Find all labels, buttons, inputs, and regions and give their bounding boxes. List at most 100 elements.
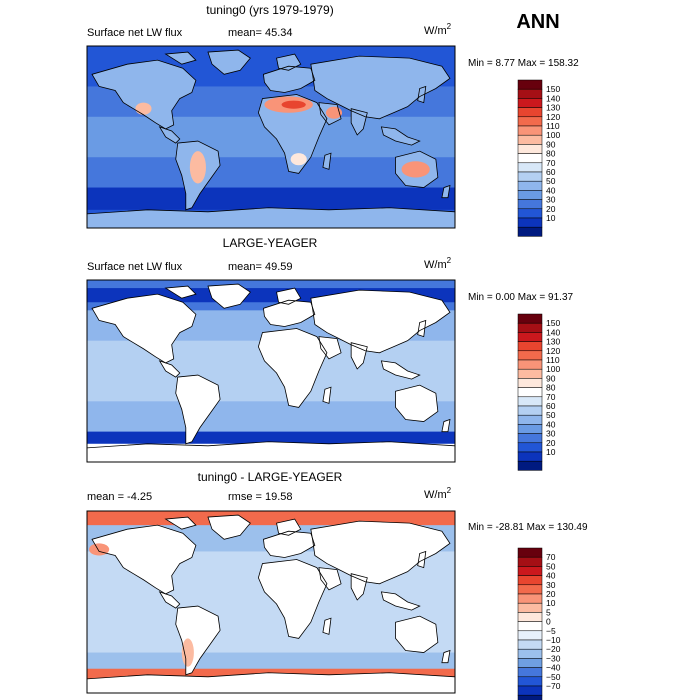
colorbar-tick-label: 60 xyxy=(546,401,556,411)
colorbar-swatch xyxy=(517,226,543,237)
colorbar-tick-label: 50 xyxy=(546,410,556,420)
units-label: W/m2 xyxy=(424,256,452,271)
colorbar-tick-label: 90 xyxy=(546,373,556,383)
colorbar-tick-label: 30 xyxy=(546,580,556,590)
colorbar-tick-label: 10 xyxy=(546,213,556,223)
contour-map xyxy=(86,510,456,694)
colorbar-swatch xyxy=(517,460,543,471)
colorbar-swatch xyxy=(517,88,543,99)
colorbar-swatch xyxy=(517,433,543,444)
colorbar-swatch xyxy=(517,378,543,388)
colorbar-swatch xyxy=(517,556,543,567)
colorbar-tick-label: 70 xyxy=(546,158,556,168)
map-panel-3: tuning0 - LARGE-YEAGER mean = -4.25 rmse =… xyxy=(86,470,588,700)
colorbar-swatch xyxy=(517,125,543,136)
mean-value: mean= 45.34 xyxy=(228,27,293,39)
colorbar-swatch xyxy=(517,313,543,324)
map-panel-1: tuning0 (yrs 1979-1979) Surface net LW fl… xyxy=(86,3,579,237)
colorbar-swatch xyxy=(517,667,543,678)
colorbar-tick-label: 30 xyxy=(546,429,556,439)
colorbar-tick-label: 5 xyxy=(546,607,551,617)
min-max-readout: Min = 8.77 Max = 158.32 xyxy=(468,58,579,69)
colorbar-tick-label: 40 xyxy=(546,571,556,581)
colorbar-swatch xyxy=(517,442,543,453)
colorbar-swatch xyxy=(517,359,543,370)
season-label: ANN xyxy=(516,11,559,33)
colorbar-swatch xyxy=(517,639,543,650)
colorbar-tick-label: 140 xyxy=(546,327,560,337)
colorbar-tick-label: 110 xyxy=(546,121,560,131)
colorbar-tick-label: 20 xyxy=(546,204,556,214)
colorbar-tick-label: 50 xyxy=(546,561,556,571)
colorbar-tick-label: 20 xyxy=(546,438,556,448)
colorbar-swatch xyxy=(517,630,543,641)
colorbar-swatch xyxy=(517,575,543,586)
colorbar-tick-label: 120 xyxy=(546,346,560,356)
colorbar-swatch xyxy=(517,658,543,668)
colorbar-swatch xyxy=(517,694,543,700)
colorbar-swatch xyxy=(517,676,543,687)
colorbar-swatch xyxy=(517,414,543,425)
contour-map xyxy=(86,45,456,229)
colorbar-tick-label: 140 xyxy=(546,93,560,103)
colorbar-swatch xyxy=(517,547,543,558)
mean-value: mean= 49.59 xyxy=(228,261,293,273)
colorbar-swatch xyxy=(517,190,543,200)
colorbar-tick-label: −5 xyxy=(546,626,556,636)
colorbar-tick-label: 20 xyxy=(546,589,556,599)
colorbar-swatch xyxy=(517,107,543,118)
rmse-value: rmse = 19.58 xyxy=(228,491,293,503)
colorbar-swatch xyxy=(517,566,543,576)
contour-map xyxy=(86,279,456,463)
colorbar-swatch xyxy=(517,451,543,462)
colorbar-swatch xyxy=(517,153,543,164)
colorbar-swatch xyxy=(517,405,543,416)
colorbar-tick-label: −40 xyxy=(546,663,561,673)
colorbar-swatch xyxy=(517,396,543,407)
colorbar-tick-label: 10 xyxy=(546,598,556,608)
colorbar-swatch xyxy=(517,98,543,108)
colorbar-tick-label: 50 xyxy=(546,176,556,186)
panel-subtitle: Surface net LW flux xyxy=(87,261,183,273)
colorbar-tick-label: −50 xyxy=(546,672,561,682)
mean-value: mean = -4.25 xyxy=(87,491,152,503)
colorbar-tick-label: 120 xyxy=(546,112,560,122)
colorbar-swatch xyxy=(517,134,543,145)
colorbar-tick-label: −30 xyxy=(546,653,561,663)
colorbar-swatch xyxy=(517,171,543,182)
colorbar-swatch xyxy=(517,79,543,90)
colorbar-swatch xyxy=(517,217,543,228)
colorbar-swatch xyxy=(517,208,543,219)
panel-title: LARGE-YEAGER xyxy=(223,236,318,250)
colorbar-tick-label: −10 xyxy=(546,635,561,645)
panel-subtitle: Surface net LW flux xyxy=(87,27,183,39)
colorbar-swatch xyxy=(517,584,543,595)
colorbar-swatch xyxy=(517,593,543,604)
colorbar-swatch xyxy=(517,387,543,398)
colorbar-tick-label: 30 xyxy=(546,195,556,205)
colorbar-tick-label: 70 xyxy=(546,552,556,562)
colorbar-swatch xyxy=(517,322,543,333)
colorbar-tick-label: 80 xyxy=(546,383,556,393)
colorbar-swatch xyxy=(517,424,543,434)
colorbar-tick-label: 150 xyxy=(546,318,560,328)
colorbar-swatch xyxy=(517,621,543,632)
colorbar-swatch xyxy=(517,368,543,379)
colorbar-swatch xyxy=(517,199,543,210)
colorbar-swatch xyxy=(517,332,543,342)
colorbar-swatch xyxy=(517,162,543,173)
colorbar-tick-label: 100 xyxy=(546,364,560,374)
colorbar-swatch xyxy=(517,612,543,622)
colorbar-tick-label: −20 xyxy=(546,644,561,654)
colorbar-tick-label: 130 xyxy=(546,103,560,113)
colorbar-swatch xyxy=(517,350,543,361)
colorbar-tick-label: 0 xyxy=(546,617,551,627)
colorbar-tick-label: 40 xyxy=(546,185,556,195)
min-max-readout: Min = 0.00 Max = 91.37 xyxy=(468,292,574,303)
colorbar-tick-label: 80 xyxy=(546,149,556,159)
